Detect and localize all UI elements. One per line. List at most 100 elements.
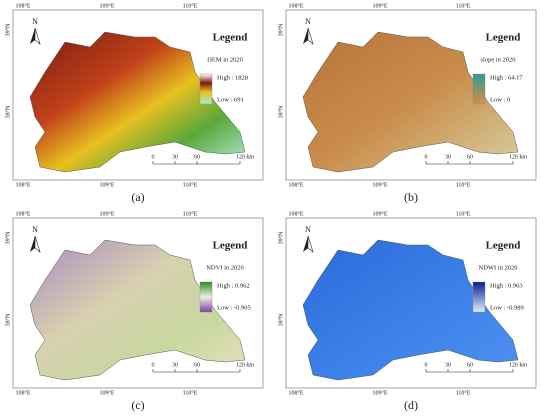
lat-label: 39°N xyxy=(277,23,284,36)
map-frame xyxy=(285,217,537,389)
scale-bar xyxy=(152,161,241,165)
legend-low: Low : 691 xyxy=(217,96,244,103)
scale-label: 120 km xyxy=(236,362,255,368)
lon-label: 110°E xyxy=(183,181,198,188)
map-frame xyxy=(12,9,264,181)
study-area xyxy=(29,239,246,381)
lat-label: 38°N xyxy=(277,105,284,118)
scale-label: 30 xyxy=(445,362,451,368)
map-panel: 108°E 108°E 109°E 109°E 110°E 110°E 39°N 38°N N L… xyxy=(4,2,264,204)
north-arrow xyxy=(307,27,314,45)
lon-label: 109°E xyxy=(372,210,387,217)
map-panel: 108°E 108°E 109°E 109°E 110°E 110°E 39°N 38°N N L… xyxy=(277,2,537,204)
lon-label: 109°E xyxy=(99,2,114,9)
caption: (a) xyxy=(131,190,144,204)
lon-label: 110°E xyxy=(456,389,471,396)
lon-label: 108°E xyxy=(15,2,30,9)
legend-title: Legend xyxy=(486,32,521,44)
lat-label: 38°N xyxy=(4,105,11,118)
north-arrow xyxy=(34,27,41,45)
lon-label: 109°E xyxy=(372,2,387,9)
legend-high: High : 1828 xyxy=(217,74,248,81)
north-label: N xyxy=(32,225,38,234)
lon-label: 110°E xyxy=(183,210,198,217)
scale-label: 120 km xyxy=(509,154,528,160)
legend-high: High : 64.17 xyxy=(490,74,523,81)
legend-low: Low : -0.989 xyxy=(490,304,524,311)
lon-label: 108°E xyxy=(288,2,303,9)
north-arrow xyxy=(30,236,35,252)
scale-label: 30 xyxy=(445,154,451,160)
legend-low: Low : 0 xyxy=(490,96,510,103)
study-area xyxy=(302,239,519,381)
scale-label: 0 xyxy=(425,362,428,368)
legend-ramp xyxy=(199,73,213,105)
lon-label: 109°E xyxy=(99,210,114,217)
lat-label: 39°N xyxy=(4,231,11,244)
lon-label: 108°E xyxy=(288,389,303,396)
lon-label: 110°E xyxy=(456,210,471,217)
scale-label: 30 xyxy=(172,362,178,368)
legend-high: High : 0.963 xyxy=(490,282,523,289)
scale-label: 120 km xyxy=(509,362,528,368)
scale-bar xyxy=(152,369,241,373)
map-panel: 108°E 108°E 109°E 109°E 110°E 110°E 39°N 38°N N L… xyxy=(277,210,537,412)
lon-label: 108°E xyxy=(15,181,30,188)
legend-layer: NDVI in 2020 xyxy=(206,264,244,271)
lat-label: 39°N xyxy=(4,23,11,36)
north-label: N xyxy=(305,225,311,234)
legend-low: Low : -0.905 xyxy=(217,304,251,311)
caption: (b) xyxy=(404,190,418,204)
lon-label: 109°E xyxy=(99,389,114,396)
map-frame xyxy=(285,9,537,181)
caption: (d) xyxy=(404,398,418,412)
north-arrow xyxy=(307,235,314,253)
legend-layer: DEM in 2020 xyxy=(207,56,243,63)
scale-label: 60 xyxy=(467,362,473,368)
north-arrow xyxy=(303,236,308,252)
lon-label: 109°E xyxy=(372,389,387,396)
caption: (c) xyxy=(131,398,144,412)
scale-label: 0 xyxy=(152,154,155,160)
lon-label: 108°E xyxy=(288,210,303,217)
legend-ramp xyxy=(472,73,486,105)
scale-bar xyxy=(425,369,514,373)
map-panel: 108°E 108°E 109°E 109°E 110°E 110°E 39°N 38°N N L… xyxy=(4,210,264,412)
lon-label: 108°E xyxy=(15,210,30,217)
lon-label: 110°E xyxy=(183,2,198,9)
lon-label: 109°E xyxy=(99,181,114,188)
lon-label: 108°E xyxy=(15,389,30,396)
scale-label: 0 xyxy=(152,362,155,368)
scale-bar xyxy=(425,161,514,165)
map-frame xyxy=(12,217,264,389)
north-label: N xyxy=(32,17,38,26)
lat-label: 39°N xyxy=(277,231,284,244)
legend-title: Legend xyxy=(213,240,248,252)
scale-label: 60 xyxy=(194,154,200,160)
north-arrow xyxy=(34,235,41,253)
lon-label: 110°E xyxy=(456,181,471,188)
legend-layer: slope in 2020 xyxy=(480,56,515,63)
lon-label: 110°E xyxy=(456,2,471,9)
legend-high: High : 0.962 xyxy=(217,282,250,289)
scale-label: 60 xyxy=(194,362,200,368)
scale-label: 120 km xyxy=(236,154,255,160)
legend-ramp xyxy=(472,281,486,313)
scale-label: 0 xyxy=(425,154,428,160)
lat-label: 38°N xyxy=(4,313,11,326)
study-area xyxy=(29,31,246,173)
legend-layer: NDWI in 2020 xyxy=(479,264,518,271)
study-area xyxy=(302,31,519,173)
scale-label: 30 xyxy=(172,154,178,160)
north-arrow xyxy=(30,28,35,44)
lon-label: 110°E xyxy=(183,389,198,396)
north-arrow xyxy=(303,28,308,44)
scale-label: 60 xyxy=(467,154,473,160)
legend-title: Legend xyxy=(213,32,248,44)
legend-ramp xyxy=(199,281,213,313)
lat-label: 38°N xyxy=(277,313,284,326)
lon-label: 108°E xyxy=(288,181,303,188)
north-label: N xyxy=(305,17,311,26)
lon-label: 109°E xyxy=(372,181,387,188)
